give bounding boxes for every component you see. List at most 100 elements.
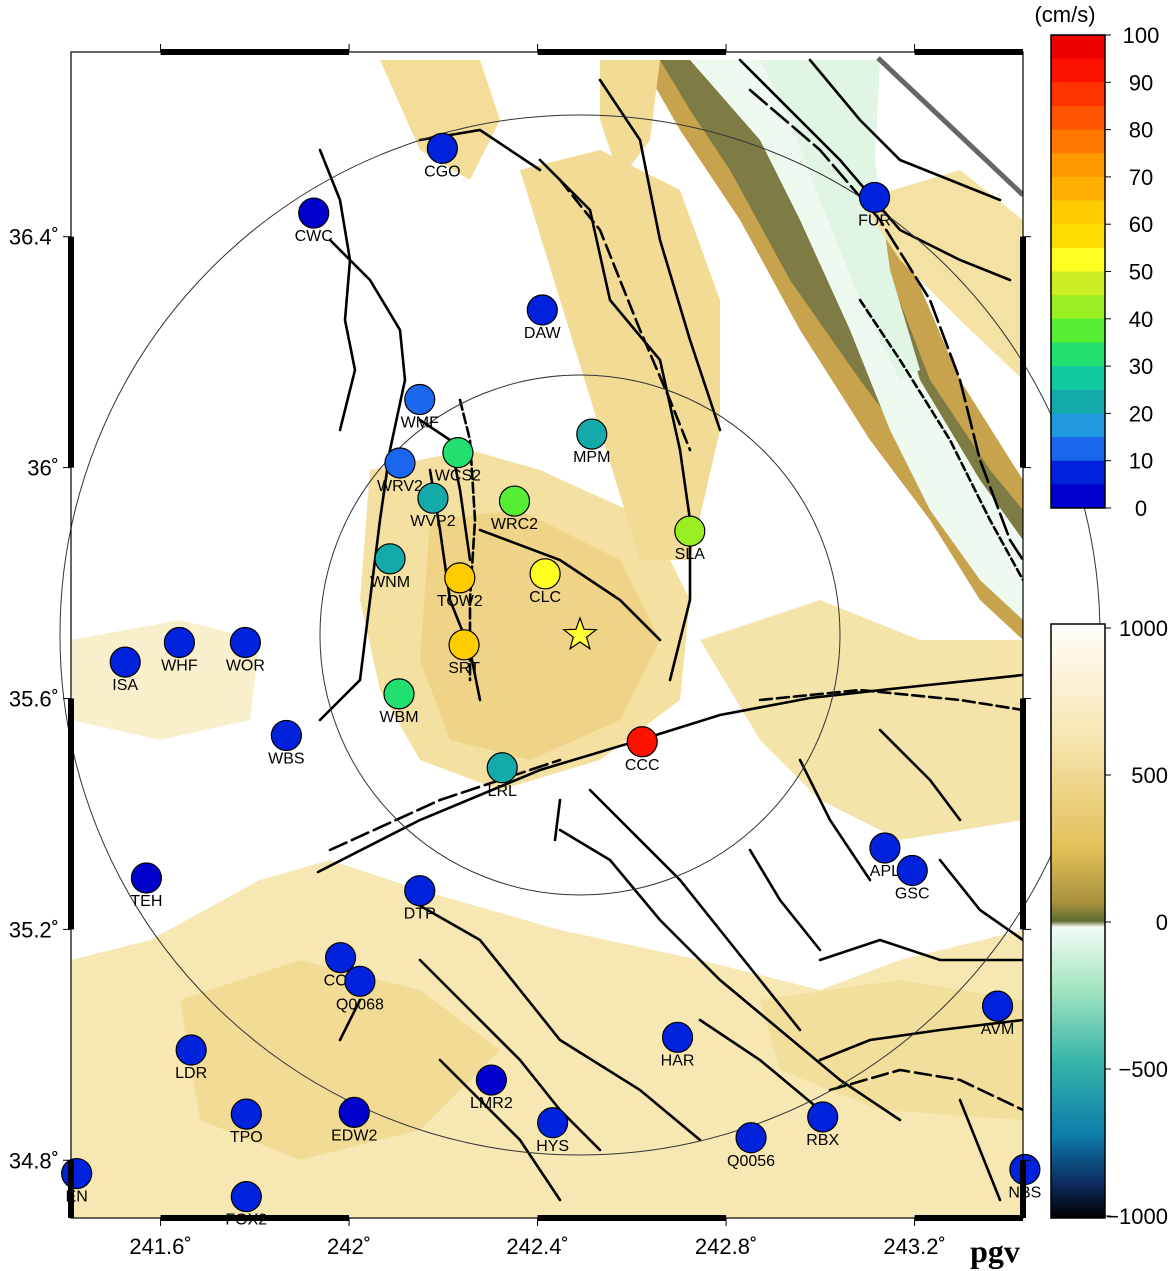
pgv-colorbar-label: 70 xyxy=(1129,165,1153,190)
station-label: AVM xyxy=(981,1021,1014,1038)
station-marker[interactable] xyxy=(175,1034,207,1066)
station-q0068[interactable]: Q0068 xyxy=(336,965,384,1013)
station-ldr[interactable]: LDR xyxy=(175,1034,207,1082)
station-en[interactable]: EN xyxy=(61,1157,93,1206)
station-marker[interactable] xyxy=(448,629,480,661)
station-label: CWC xyxy=(295,228,333,245)
station-marker[interactable] xyxy=(807,1101,839,1133)
station-mpm[interactable]: MPM xyxy=(573,418,610,466)
station-marker[interactable] xyxy=(537,1107,569,1139)
distance-circle xyxy=(319,374,841,896)
station-marker[interactable] xyxy=(661,1021,694,1053)
station-sla[interactable]: SLA xyxy=(674,515,706,563)
station-wrv2[interactable]: WRV2 xyxy=(377,447,423,495)
station-fur[interactable]: FUR xyxy=(858,181,891,229)
station-marker[interactable] xyxy=(298,197,330,229)
station-label: TPO xyxy=(230,1129,263,1146)
lat-tick-label: 36.4˚ xyxy=(9,225,59,250)
station-marker[interactable] xyxy=(526,294,558,326)
station-marker[interactable] xyxy=(475,1064,507,1096)
station-wvp2[interactable]: WVP2 xyxy=(410,482,456,530)
station-marker[interactable] xyxy=(270,719,302,752)
station-marker[interactable] xyxy=(674,515,706,547)
station-marker[interactable] xyxy=(230,1181,262,1213)
station-cwc[interactable]: CWC xyxy=(295,197,333,245)
station-edw2[interactable]: EDW2 xyxy=(331,1096,377,1144)
station-marker[interactable] xyxy=(417,482,449,514)
station-hys[interactable]: HYS xyxy=(536,1107,569,1155)
station-marker[interactable] xyxy=(626,726,658,758)
station-label: TOW2 xyxy=(437,593,483,610)
station-avm[interactable]: AVM xyxy=(981,990,1014,1038)
topo-colorbar-label: 0 xyxy=(1156,910,1168,935)
station-marker[interactable] xyxy=(576,418,608,450)
station-dtp[interactable]: DTP xyxy=(404,875,436,923)
station-marker[interactable] xyxy=(374,543,406,575)
map-type-label: pgv xyxy=(970,1233,1020,1269)
station-marker[interactable] xyxy=(896,854,928,887)
station-wor[interactable]: WOR xyxy=(226,626,265,675)
station-wbm[interactable]: WBM xyxy=(379,678,419,726)
station-marker[interactable] xyxy=(735,1122,767,1154)
lat-tick-label: 36˚ xyxy=(27,456,59,481)
station-isa[interactable]: ISA xyxy=(109,646,141,694)
station-marker[interactable] xyxy=(163,626,195,659)
station-whf[interactable]: WHF xyxy=(161,626,198,675)
station-wbs[interactable]: WBS xyxy=(268,719,305,767)
station-marker[interactable] xyxy=(109,646,141,678)
station-marker[interactable] xyxy=(324,942,357,974)
pgv-colorbar-label: 100 xyxy=(1123,23,1160,48)
station-daw[interactable]: DAW xyxy=(524,294,562,342)
station-marker[interactable] xyxy=(981,990,1014,1022)
lon-tick-label: 243.2˚ xyxy=(883,1234,945,1259)
station-marker[interactable] xyxy=(229,626,261,659)
station-marker[interactable] xyxy=(442,436,474,469)
station-marker[interactable] xyxy=(404,875,436,907)
station-wcs2[interactable]: WCS2 xyxy=(435,436,481,485)
station-marker[interactable] xyxy=(404,383,436,416)
topo-colorbar-labels: 1000 500 0 −500 −1000 xyxy=(1105,616,1168,1229)
station-marker[interactable] xyxy=(486,752,518,784)
station-wrc2[interactable]: WRC2 xyxy=(491,485,538,533)
station-marker[interactable] xyxy=(858,181,891,214)
station-marker[interactable] xyxy=(383,678,415,710)
station-teh[interactable]: TEH xyxy=(130,862,163,910)
station-marker[interactable] xyxy=(444,562,476,594)
station-marker[interactable] xyxy=(498,485,531,517)
station-har[interactable]: HAR xyxy=(661,1021,695,1069)
station-wnm[interactable]: WNM xyxy=(370,543,410,591)
station-srt[interactable]: SRT xyxy=(448,629,480,677)
station-marker[interactable] xyxy=(230,1098,262,1130)
station-gsc[interactable]: GSC xyxy=(895,854,930,903)
station-marker[interactable] xyxy=(426,132,458,164)
station-rbx[interactable]: RBX xyxy=(806,1101,839,1149)
station-label: WOR xyxy=(226,658,265,675)
lat-tick-labels: 36.4˚ 36˚ 35.6˚ 35.2˚ 34.8˚ xyxy=(9,225,59,1174)
station-marker[interactable] xyxy=(344,965,376,997)
station-wmf[interactable]: WMF xyxy=(401,383,439,431)
station-label: SRT xyxy=(448,660,480,677)
station-tpo[interactable]: TPO xyxy=(230,1098,263,1146)
station-label: DTP xyxy=(404,906,436,923)
station-cgo[interactable]: CGO xyxy=(424,132,461,180)
station-marker[interactable] xyxy=(384,447,416,479)
station-marker[interactable] xyxy=(338,1096,370,1128)
station-apl[interactable]: APL xyxy=(869,832,901,880)
station-ccc[interactable]: CCC xyxy=(625,726,660,774)
station-lmr2[interactable]: LMR2 xyxy=(470,1064,513,1112)
station-clc[interactable]: CLC xyxy=(529,558,561,606)
station-tow2[interactable]: TOW2 xyxy=(437,562,483,610)
map-frame xyxy=(63,44,1031,1226)
station-label: GSC xyxy=(895,886,930,903)
station-marker[interactable] xyxy=(130,862,163,894)
pgv-colorbar-segment xyxy=(1051,437,1105,462)
pgv-colorbar-segment xyxy=(1051,247,1105,272)
station-marker[interactable] xyxy=(869,832,901,864)
station-marker[interactable] xyxy=(61,1157,93,1190)
station-lrl[interactable]: LRL xyxy=(486,752,518,800)
station-label: ISA xyxy=(112,677,138,694)
station-label: WRV2 xyxy=(377,478,423,495)
station-label: LRL xyxy=(488,783,517,800)
station-q0056[interactable]: Q0056 xyxy=(727,1122,775,1170)
station-marker[interactable] xyxy=(529,558,561,590)
